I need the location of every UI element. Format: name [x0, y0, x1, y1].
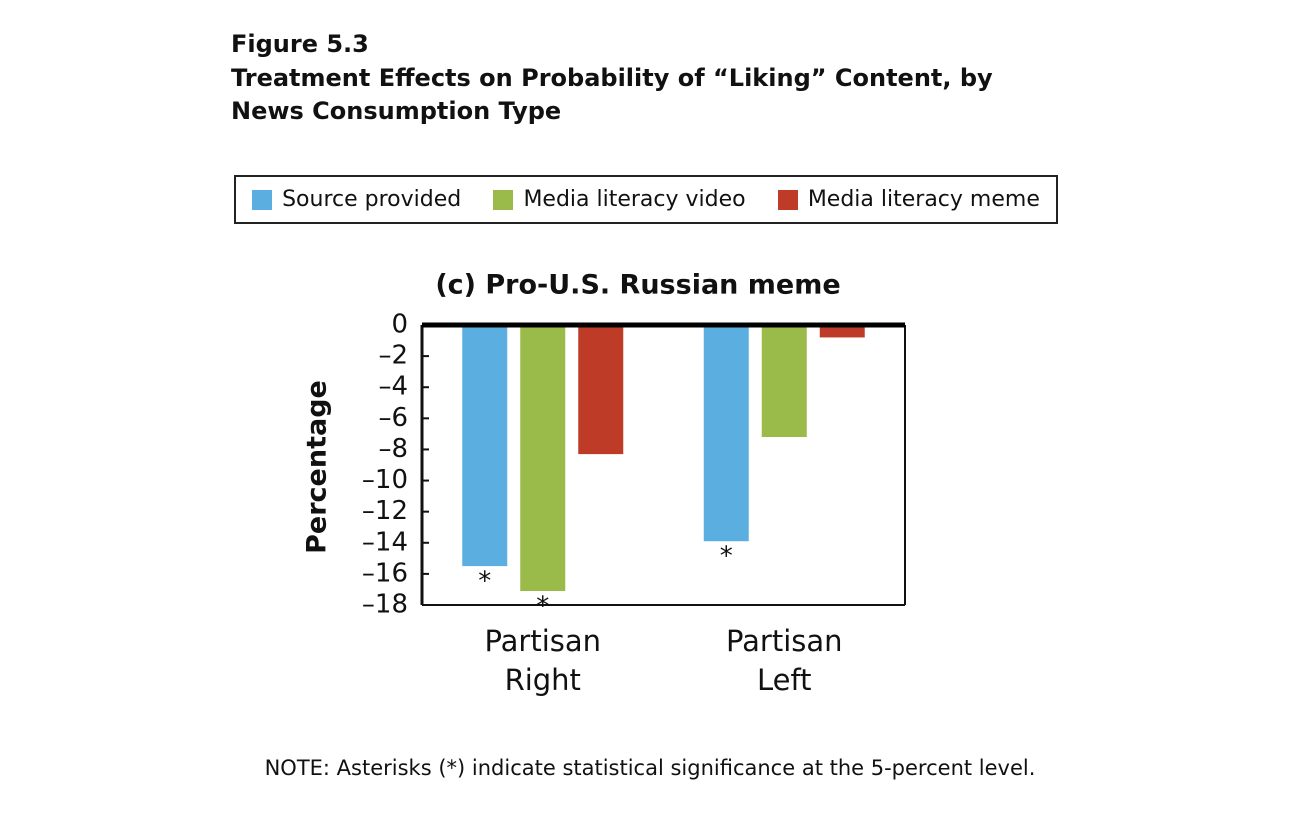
y-tick-label: –16	[362, 558, 408, 588]
y-tick-label: –6	[378, 403, 408, 433]
y-tick-label: –18	[362, 590, 408, 620]
y-tick-label: –14	[362, 527, 408, 557]
legend-item: Media literacy meme	[777, 187, 1040, 212]
bar	[462, 325, 508, 567]
legend-label: Media literacy video	[523, 187, 746, 212]
bar	[578, 325, 624, 455]
x-tick-label: Partisan Left	[725, 624, 843, 697]
figure-number: Figure 5.3	[231, 30, 369, 58]
chart-subtitle: (c) Pro-U.S. Russian meme	[435, 270, 840, 301]
y-tick-label: –8	[378, 434, 408, 464]
legend-item: Media literacy video	[493, 187, 746, 212]
legend-swatch	[493, 189, 514, 210]
bar	[703, 325, 749, 542]
y-tick-label: –2	[378, 341, 408, 371]
chart-title: Treatment Effects on Probability of “Lik…	[231, 64, 993, 125]
y-tick-label: –4	[378, 372, 408, 402]
bar	[819, 325, 865, 338]
y-tick-label: –10	[362, 465, 408, 495]
significance-marker: *	[478, 567, 491, 597]
x-tick-label: Partisan Right	[484, 624, 602, 697]
y-axis-label: Percentage	[302, 380, 333, 554]
significance-marker: *	[720, 542, 733, 572]
note: NOTE: Asterisks (*) indicate statistical…	[264, 756, 1036, 780]
legend: Source provided Media literacy video Media…	[234, 175, 1058, 224]
legend-label: Source provided	[282, 187, 462, 212]
significance-marker: *	[536, 592, 549, 622]
legend-swatch	[777, 189, 798, 210]
y-tick-label: 0	[391, 310, 408, 340]
bar	[761, 325, 807, 437]
y-tick-label: –12	[362, 496, 408, 526]
legend-swatch	[252, 189, 273, 210]
bar	[520, 325, 566, 591]
legend-item: Source provided	[252, 187, 461, 212]
legend-label: Media literacy meme	[807, 187, 1040, 212]
